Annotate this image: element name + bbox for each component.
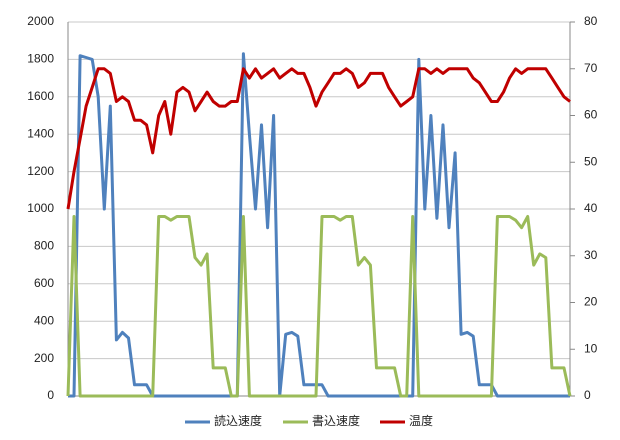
y2-tick-label: 30	[584, 248, 598, 262]
y2-tick-label: 50	[584, 154, 598, 168]
y2-tick-label: 40	[584, 201, 598, 215]
y-tick-label: 0	[47, 388, 54, 402]
series-line	[66, 215, 572, 398]
y-tick-label: 200	[34, 351, 54, 365]
y2-tick-label: 80	[584, 14, 598, 28]
legend-label: 温度	[409, 413, 433, 428]
y-tick-label: 2000	[27, 14, 54, 28]
y-tick-label: 1400	[27, 126, 54, 140]
y-tick-label: 1000	[27, 201, 54, 215]
legend-label: 読込速度	[214, 413, 262, 428]
y-tick-label: 1800	[27, 52, 54, 66]
y-tick-label: 1200	[27, 164, 54, 178]
y2-tick-label: 10	[584, 341, 598, 355]
y-tick-label: 800	[34, 239, 54, 253]
y2-tick-label: 60	[584, 108, 598, 122]
y2-tick-label: 0	[584, 388, 591, 402]
y-tick-label: 1600	[27, 89, 54, 103]
series-line	[66, 67, 571, 210]
y-tick-label: 600	[34, 276, 54, 290]
y2-tick-label: 70	[584, 61, 598, 75]
y2-tick-label: 20	[584, 295, 598, 309]
legend-label: 書込速度	[312, 413, 360, 428]
y-tick-label: 400	[34, 313, 54, 327]
